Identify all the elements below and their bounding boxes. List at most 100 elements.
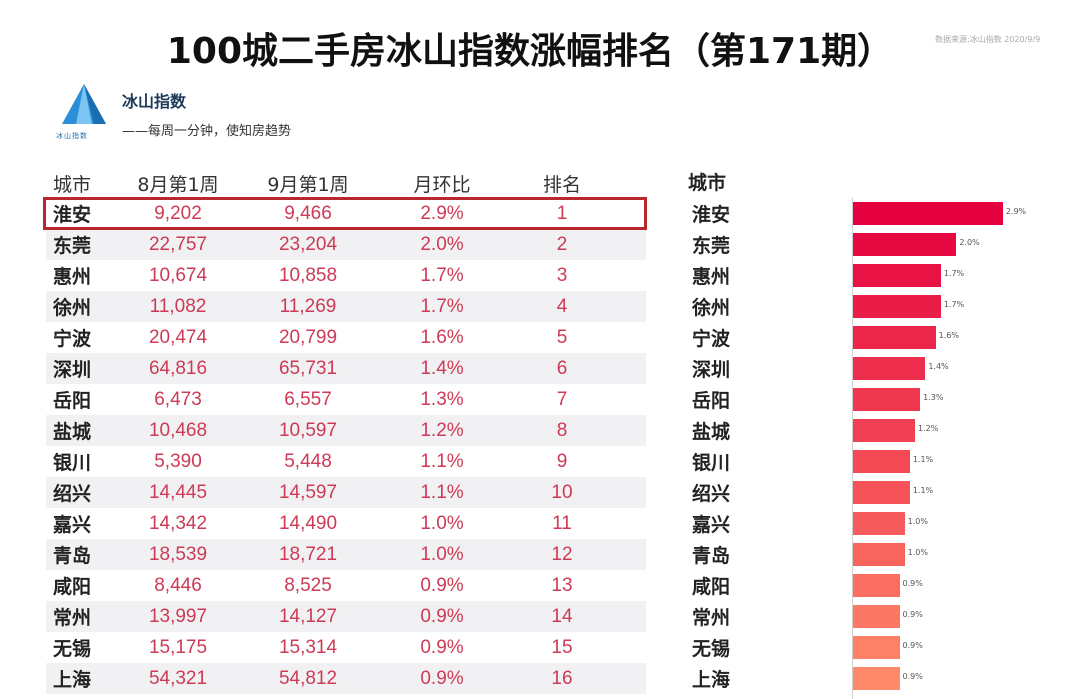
table-row: 惠州 10,674 10,858 1.7% 3 bbox=[46, 260, 646, 291]
brand-slogan: ——每周一分钟，使知房趋势 bbox=[122, 124, 292, 139]
cell-sep-value: 14,490 bbox=[278, 512, 338, 534]
cell-mom-value: 1.6% bbox=[420, 326, 464, 348]
table-body: 淮安 9,202 9,466 2.9% 1 东莞 22,757 23,204 2.0% 2 惠州 10… bbox=[46, 198, 646, 694]
cell-city: 上海 bbox=[53, 669, 92, 691]
cell-rank: 10 bbox=[551, 481, 573, 503]
cell-aug-value: 22,757 bbox=[148, 233, 208, 255]
bar-category-label: 无锡 bbox=[692, 638, 731, 660]
table-row: 嘉兴 14,342 14,490 1.0% 11 bbox=[46, 508, 646, 539]
bar-value-label: 1.1% bbox=[912, 486, 934, 495]
table-row: 银川 5,390 5,448 1.1% 9 bbox=[46, 446, 646, 477]
cell-rank: 4 bbox=[556, 295, 568, 317]
cell-city: 无锡 bbox=[53, 638, 92, 660]
table-header: 城市 8月第1周 9月第1周 月环比 排名 bbox=[46, 168, 646, 198]
bar-value-label: 0.9% bbox=[902, 672, 923, 681]
cell-sep-value: 23,204 bbox=[278, 233, 338, 255]
bar-category-label: 银川 bbox=[692, 452, 731, 474]
cell-aug-value: 10,468 bbox=[148, 419, 208, 441]
bar bbox=[853, 233, 957, 256]
bar-value-label: 1.7% bbox=[943, 300, 965, 309]
bar bbox=[853, 512, 905, 535]
cell-sep-value: 10,858 bbox=[278, 264, 338, 286]
logo-text: 冰山指数 bbox=[56, 132, 88, 140]
cell-sep-value: 8,525 bbox=[284, 574, 332, 596]
cell-sep-value: 14,597 bbox=[278, 481, 338, 503]
cell-mom-value: 0.9% bbox=[420, 667, 464, 689]
cell-mom-value: 1.0% bbox=[420, 512, 464, 534]
cell-rank: 11 bbox=[552, 512, 572, 534]
cell-sep-value: 54,812 bbox=[278, 667, 338, 689]
bar-chart: 淮安 2.9% 东莞 2.0% 惠州 1.7% 徐州 1.7% 宁波 1.6% 深圳 1.4% 岳阳 1.… bbox=[680, 198, 1080, 699]
table-row: 深圳 64,816 65,731 1.4% 6 bbox=[46, 353, 646, 384]
bar bbox=[853, 450, 910, 473]
cell-rank: 7 bbox=[556, 388, 568, 410]
top-row-highlight bbox=[43, 197, 647, 230]
bar-value-label: 0.9% bbox=[902, 579, 923, 588]
cell-aug-value: 64,816 bbox=[148, 357, 208, 379]
cell-city: 嘉兴 bbox=[53, 514, 92, 536]
cell-aug-value: 8,446 bbox=[154, 574, 202, 596]
cell-aug-value: 6,473 bbox=[154, 388, 202, 410]
cell-mom-value: 1.7% bbox=[420, 295, 464, 317]
bar-category-label: 深圳 bbox=[692, 359, 731, 381]
cell-city: 宁波 bbox=[53, 328, 92, 350]
cell-mom-value: 2.9% bbox=[420, 202, 464, 224]
cell-city: 绍兴 bbox=[53, 483, 92, 505]
cell-mom-value: 0.9% bbox=[420, 636, 464, 658]
table-row: 常州 13,997 14,127 0.9% 14 bbox=[46, 601, 646, 632]
cell-sep-value: 20,799 bbox=[278, 326, 338, 348]
cell-sep-value: 6,557 bbox=[284, 388, 332, 410]
bar-value-label: 1.1% bbox=[912, 455, 934, 464]
cell-mom-value: 1.2% bbox=[420, 419, 464, 441]
table-row: 咸阳 8,446 8,525 0.9% 13 bbox=[46, 570, 646, 601]
cell-mom-value: 1.1% bbox=[420, 481, 464, 503]
cell-mom-value: 1.1% bbox=[420, 450, 464, 472]
cell-rank: 16 bbox=[551, 667, 573, 689]
table-row: 宁波 20,474 20,799 1.6% 5 bbox=[46, 322, 646, 353]
cell-rank: 14 bbox=[551, 605, 573, 627]
cell-sep-value: 11,269 bbox=[279, 295, 337, 317]
bar-value-label: 1.6% bbox=[938, 331, 959, 340]
cell-mom-value: 1.3% bbox=[420, 388, 464, 410]
bar-value-label: 1.4% bbox=[928, 362, 949, 371]
bar bbox=[853, 605, 900, 628]
bar-category-label: 咸阳 bbox=[692, 576, 731, 598]
bar-category-label: 青岛 bbox=[692, 545, 731, 567]
cell-aug-value: 20,474 bbox=[148, 326, 208, 348]
col-header-mom: 月环比 bbox=[413, 173, 471, 196]
cell-mom-value: 2.0% bbox=[420, 233, 464, 255]
bar bbox=[853, 202, 1003, 225]
table-row: 绍兴 14,445 14,597 1.1% 10 bbox=[46, 477, 646, 508]
chart-category-header: 城市 bbox=[688, 172, 727, 194]
cell-aug-value: 18,539 bbox=[148, 543, 208, 565]
bar bbox=[853, 636, 900, 659]
cell-city: 徐州 bbox=[53, 297, 92, 319]
bar bbox=[853, 357, 926, 380]
bar-value-label: 1.7% bbox=[943, 269, 965, 278]
bar bbox=[853, 574, 900, 597]
bar bbox=[853, 667, 900, 690]
bar bbox=[853, 543, 905, 566]
cell-aug-value: 5,390 bbox=[154, 450, 202, 472]
brand-name: 冰山指数 bbox=[122, 92, 187, 111]
bar bbox=[853, 264, 941, 287]
bar-category-label: 徐州 bbox=[692, 297, 731, 319]
cell-aug-value: 9,202 bbox=[154, 202, 202, 224]
bar bbox=[853, 388, 921, 411]
cell-mom-value: 1.7% bbox=[420, 264, 464, 286]
cell-city: 深圳 bbox=[53, 359, 92, 381]
bar-value-label: 1.2% bbox=[918, 424, 939, 433]
cell-rank: 15 bbox=[551, 636, 573, 658]
cell-rank: 2 bbox=[556, 233, 568, 255]
table-row: 岳阳 6,473 6,557 1.3% 7 bbox=[46, 384, 646, 415]
cell-aug-value: 13,997 bbox=[148, 605, 208, 627]
cell-mom-value: 0.9% bbox=[420, 605, 464, 627]
cell-aug-value: 14,342 bbox=[148, 512, 208, 534]
cell-mom-value: 0.9% bbox=[420, 574, 464, 596]
cell-rank: 3 bbox=[556, 264, 568, 286]
table-row: 无锡 15,175 15,314 0.9% 15 bbox=[46, 632, 646, 663]
cell-rank: 9 bbox=[556, 450, 568, 472]
cell-city: 咸阳 bbox=[53, 576, 92, 598]
cell-aug-value: 54,321 bbox=[148, 667, 208, 689]
cell-mom-value: 1.4% bbox=[420, 357, 464, 379]
